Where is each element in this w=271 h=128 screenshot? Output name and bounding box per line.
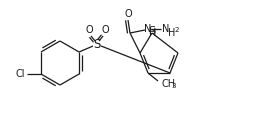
Text: CH: CH [161, 79, 175, 89]
Text: H: H [168, 28, 176, 38]
Text: N: N [162, 24, 170, 34]
Text: O: O [85, 25, 93, 35]
Text: O: O [124, 9, 132, 19]
Text: S: S [149, 26, 156, 36]
Text: S: S [93, 38, 101, 51]
Text: H: H [149, 28, 157, 38]
Text: 2: 2 [175, 27, 179, 33]
Text: Cl: Cl [15, 69, 25, 79]
Text: 3: 3 [171, 83, 176, 88]
Text: N: N [144, 24, 152, 34]
Text: O: O [101, 25, 109, 35]
